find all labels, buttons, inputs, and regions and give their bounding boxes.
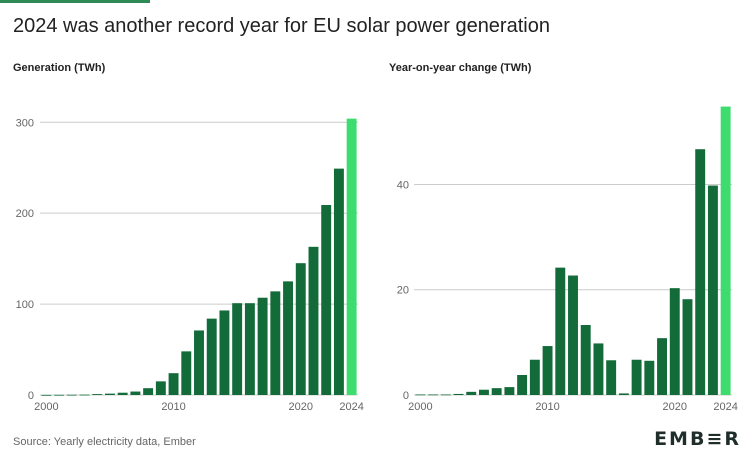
y-tick-label-1-2: 40	[397, 179, 409, 191]
bar-1-2022	[695, 149, 706, 395]
bar-0-2004	[92, 394, 103, 395]
bar-0-2024	[346, 118, 357, 396]
bar-0-2001	[54, 394, 65, 396]
bar-1-2005	[478, 389, 489, 395]
y-tick-label-0-3: 300	[16, 117, 34, 129]
bar-0-2011	[181, 351, 192, 395]
bar-1-2007	[504, 387, 515, 395]
y-tick-label-0-0: 0	[28, 390, 34, 402]
y-tick-label-0-2: 200	[16, 208, 34, 220]
bar-1-2021	[682, 299, 693, 395]
ember-logo: EMB≡R	[654, 428, 741, 450]
x-tick-label-0-1: 2010	[161, 401, 185, 413]
x-tick-label-0-3: 2024	[339, 401, 363, 413]
bar-1-2008	[517, 375, 528, 395]
bar-1-2004	[466, 391, 477, 395]
source-note: Source: Yearly electricity data, Ember	[13, 436, 196, 448]
bar-1-2015	[606, 360, 617, 395]
bar-0-2000	[41, 394, 52, 396]
bar-0-2023	[333, 168, 344, 395]
x-tick-label-1-1: 2010	[535, 401, 559, 413]
bar-0-2002	[66, 394, 77, 396]
bar-0-2003	[79, 394, 90, 396]
bar-0-2018	[270, 291, 281, 395]
bar-0-2017	[257, 297, 268, 395]
bar-1-2010	[542, 346, 553, 395]
chart-title: 2024 was another record year for EU sola…	[13, 15, 550, 37]
bar-0-2012	[194, 330, 204, 395]
right-panel-title: Year-on-year change (TWh)	[389, 62, 532, 74]
bar-1-2009	[529, 359, 540, 395]
bar-0-2009	[155, 381, 166, 395]
bar-0-2016	[244, 303, 255, 395]
bar-1-2023	[707, 185, 718, 395]
bar-1-2013	[580, 325, 591, 395]
bar-0-2020	[295, 263, 306, 395]
bar-1-2024	[720, 106, 731, 395]
bar-0-2014	[219, 310, 230, 395]
bar-1-2000	[415, 394, 426, 396]
bar-0-2015	[232, 303, 243, 395]
y-tick-label-1-0: 0	[403, 390, 409, 402]
bar-0-2008	[143, 388, 154, 395]
bar-1-2017	[631, 359, 642, 395]
bar-1-2001	[428, 394, 439, 396]
bar-1-2003	[453, 393, 464, 395]
x-tick-label-1-3: 2024	[713, 401, 737, 413]
bar-1-2019	[657, 338, 668, 395]
x-tick-label-1-0: 2000	[408, 401, 432, 413]
bar-1-2016	[618, 393, 629, 395]
bar-0-2013	[206, 318, 217, 395]
bar-1-2018	[644, 360, 655, 395]
bar-0-2006	[117, 392, 128, 395]
x-tick-label-1-2: 2020	[663, 401, 687, 413]
bar-1-2014	[593, 343, 604, 395]
bar-0-2022	[321, 205, 332, 395]
y-tick-label-0-1: 100	[16, 299, 34, 311]
bar-1-2006	[491, 388, 502, 395]
bar-0-2021	[308, 246, 319, 395]
left-panel-title: Generation (TWh)	[13, 62, 106, 74]
y-tick-label-1-1: 20	[397, 285, 409, 297]
bar-0-2005	[104, 393, 115, 395]
bar-0-2010	[168, 373, 179, 395]
bar-1-2012	[568, 275, 578, 395]
x-tick-label-0-0: 2000	[34, 401, 58, 413]
bar-1-2020	[669, 288, 680, 395]
bar-1-2002	[440, 394, 451, 396]
bar-0-2019	[283, 281, 294, 395]
x-tick-label-0-2: 2020	[289, 401, 313, 413]
bar-0-2007	[130, 391, 141, 395]
bar-1-2011	[555, 267, 566, 395]
top-accent-bar	[0, 0, 150, 3]
